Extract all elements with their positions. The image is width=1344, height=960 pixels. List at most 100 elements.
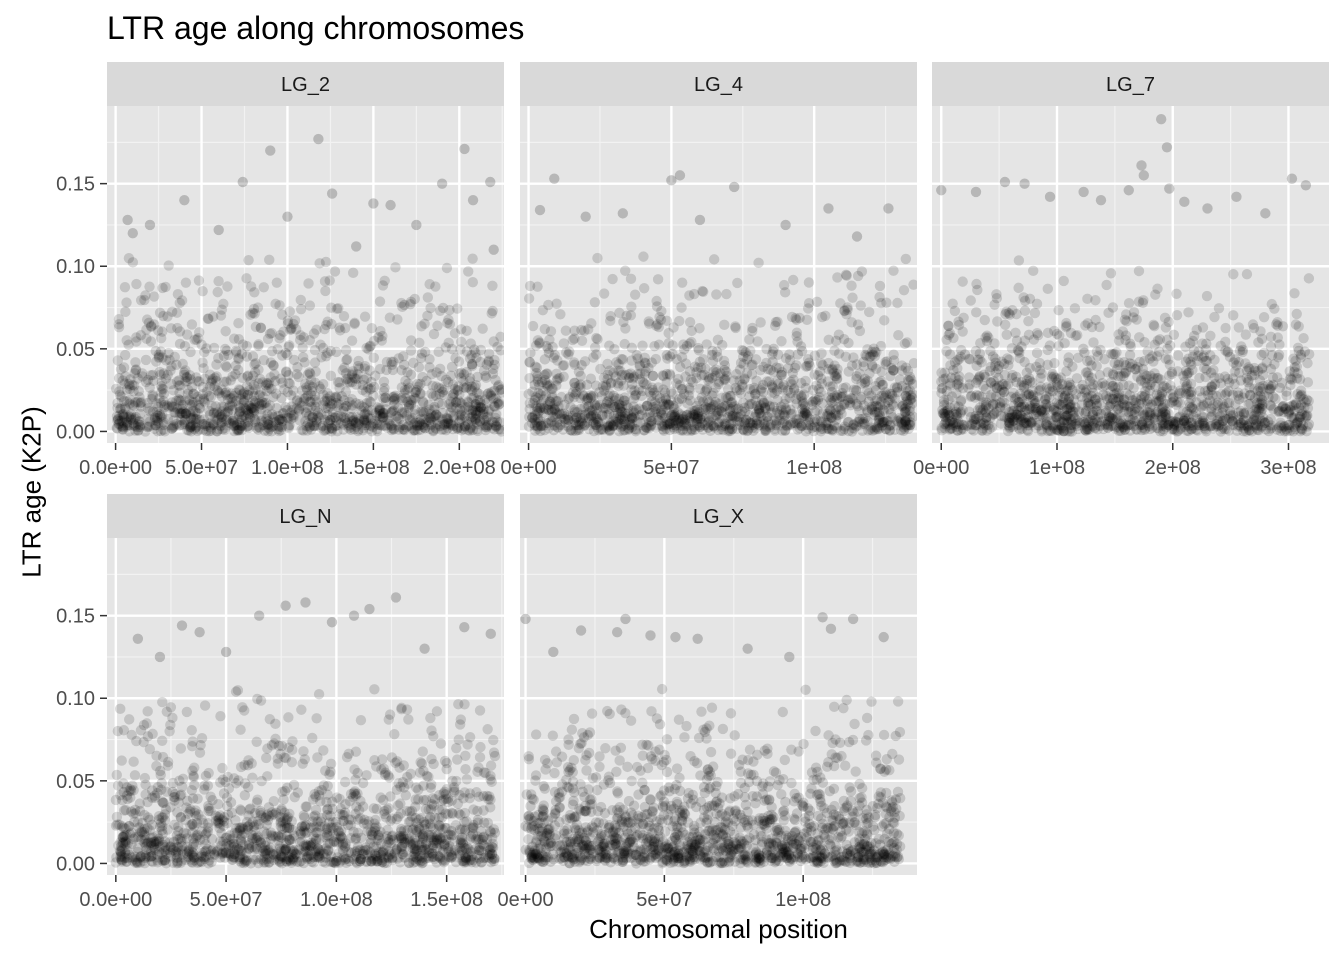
data-point <box>371 423 383 435</box>
data-point <box>1000 308 1011 320</box>
data-point <box>187 406 199 417</box>
data-point <box>129 420 140 431</box>
data-point <box>1127 413 1138 425</box>
data-point <box>236 348 248 360</box>
data-point <box>351 421 362 432</box>
data-point <box>1197 418 1209 429</box>
data-point <box>1303 395 1314 407</box>
data-point <box>119 402 131 413</box>
data-point <box>694 323 705 334</box>
data-point <box>778 410 790 422</box>
data-point <box>436 424 447 435</box>
data-point <box>771 418 782 429</box>
data-point <box>266 383 277 395</box>
data-point <box>225 375 236 386</box>
data-point <box>1128 395 1139 406</box>
data-point <box>634 410 646 421</box>
data-point <box>888 349 899 360</box>
data-point <box>1146 399 1157 410</box>
data-point <box>410 393 421 404</box>
data-point <box>636 390 647 402</box>
data-point <box>116 851 128 862</box>
data-point <box>1244 425 1255 436</box>
data-point <box>947 419 959 430</box>
data-point <box>1053 410 1064 421</box>
data-point <box>779 415 790 427</box>
data-point <box>949 357 961 368</box>
data-point <box>691 367 702 378</box>
data-point <box>956 419 968 431</box>
facet-strip-label: LG_7 <box>1106 74 1155 96</box>
data-point <box>438 424 449 435</box>
data-point <box>653 382 664 393</box>
data-point <box>943 329 954 341</box>
data-point <box>940 409 951 420</box>
data-point <box>532 392 543 404</box>
data-point <box>163 402 174 413</box>
data-point <box>973 373 984 384</box>
data-point <box>122 838 133 849</box>
data-point <box>255 387 266 398</box>
data-point <box>119 282 131 293</box>
data-point <box>1291 361 1303 372</box>
data-point <box>213 424 224 435</box>
data-point <box>1040 394 1051 406</box>
data-point <box>294 397 305 408</box>
data-point <box>1104 400 1116 411</box>
data-point <box>684 382 695 394</box>
data-point <box>998 378 1009 390</box>
data-point <box>249 391 260 402</box>
data-point <box>179 194 190 206</box>
data-point <box>277 408 289 419</box>
data-point <box>779 287 791 298</box>
data-point <box>731 423 743 434</box>
data-point <box>762 416 774 427</box>
data-point <box>322 780 333 792</box>
data-point <box>815 415 826 427</box>
data-point <box>241 351 253 362</box>
data-point <box>199 834 210 845</box>
data-point <box>436 383 447 394</box>
data-point <box>1268 403 1279 415</box>
data-point <box>753 407 765 419</box>
data-point <box>866 401 878 412</box>
data-point <box>358 374 370 385</box>
data-point <box>937 407 948 419</box>
data-point <box>854 368 865 379</box>
data-point <box>1087 379 1099 390</box>
data-point <box>571 412 582 424</box>
data-point <box>532 413 544 424</box>
data-point <box>1234 345 1246 356</box>
data-point <box>1268 391 1279 403</box>
data-point <box>335 825 347 836</box>
data-point <box>438 389 449 400</box>
data-point <box>542 343 554 354</box>
data-point <box>416 837 428 849</box>
data-point <box>216 304 228 315</box>
data-point <box>701 384 712 396</box>
data-point <box>117 423 128 435</box>
data-point <box>744 334 755 345</box>
data-point <box>262 419 273 430</box>
data-point <box>754 407 766 419</box>
data-point <box>754 417 766 428</box>
data-point <box>1184 401 1195 412</box>
data-point <box>791 314 802 325</box>
data-point <box>320 285 331 297</box>
data-point <box>203 313 214 324</box>
data-point <box>369 848 381 860</box>
data-point <box>141 324 152 335</box>
data-point <box>694 356 706 367</box>
data-point <box>746 398 758 410</box>
data-point <box>440 342 451 353</box>
data-point <box>326 411 338 423</box>
data-point <box>771 415 783 427</box>
data-point <box>424 412 435 423</box>
data-point <box>1258 311 1270 323</box>
data-point <box>602 419 613 431</box>
data-point <box>732 415 743 427</box>
data-point <box>885 408 897 419</box>
data-point <box>382 833 394 845</box>
data-point <box>889 393 900 404</box>
data-point <box>765 364 776 376</box>
